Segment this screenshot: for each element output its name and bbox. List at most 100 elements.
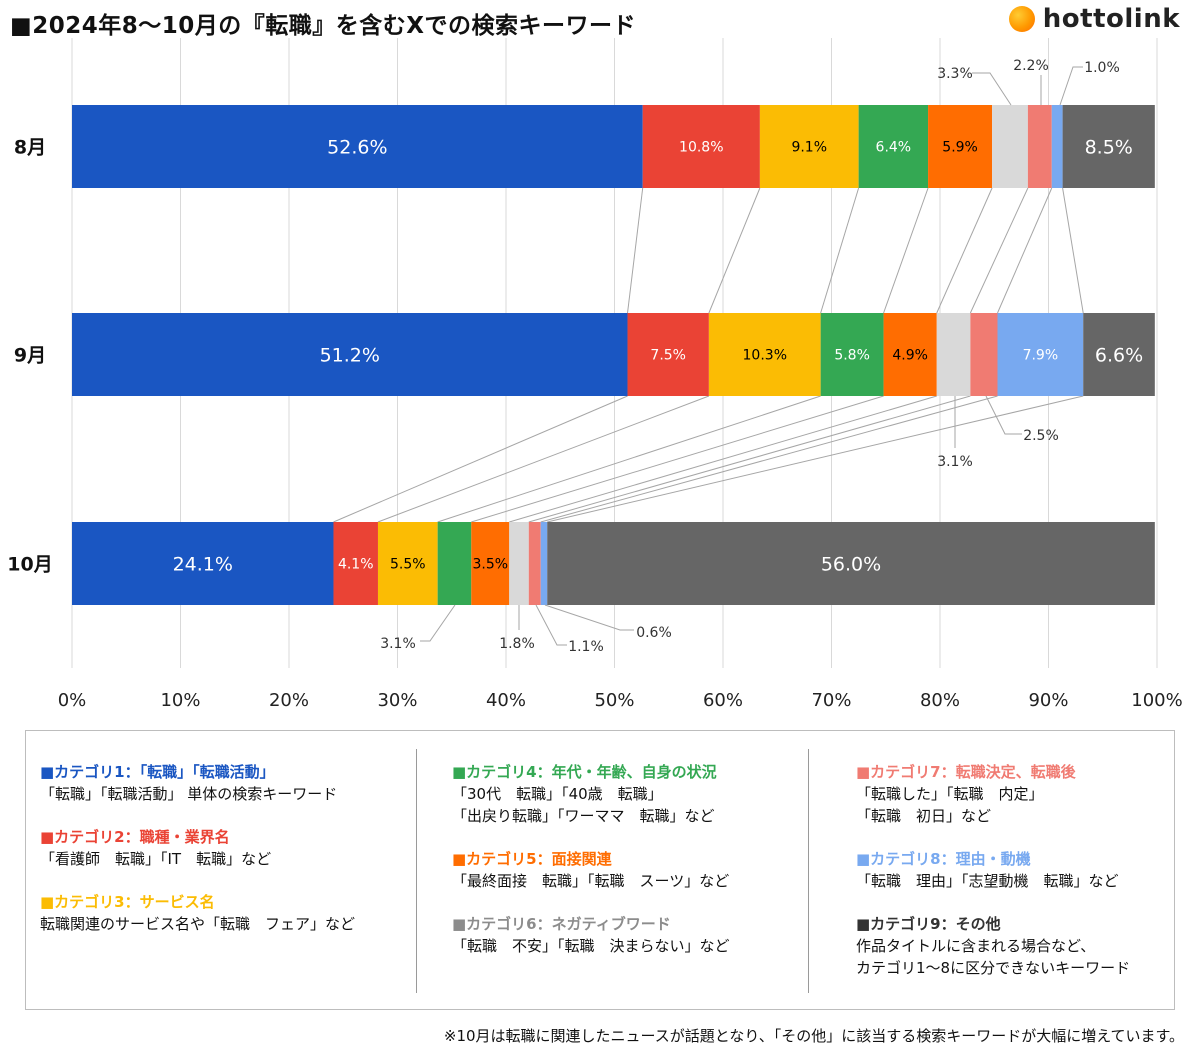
x-tick-label: 70% [811,690,851,711]
data-label: 3.3% [937,66,973,82]
data-label: 6.4% [876,140,912,156]
legend-heading: ■カテゴリ8：理由・動機 [856,850,1031,868]
data-label: 10.3% [743,348,787,364]
label-leader-line [972,72,1012,106]
legend-description: 「転職 不安」「転職 決まらない」など [452,937,730,955]
brand-logo: hottolink [1008,4,1180,34]
data-label: 5.5% [390,557,426,573]
data-label: 1.0% [1084,60,1120,76]
data-label: 5.9% [942,140,978,156]
bar-segment [883,313,937,396]
series-connector-line [333,395,628,523]
data-label: 51.2% [320,345,380,367]
series-connector-line [708,187,761,314]
series-connector-line [936,187,993,314]
x-tick-label: 50% [594,690,634,711]
data-label: 8.5% [1085,137,1133,159]
legend-heading: ■カテゴリ1：「転職」「転職活動」 [40,763,275,781]
legend-item: ■カテゴリ8：理由・動機 「転職 理由」「志望動機 転職」など [856,848,1200,892]
legend-item: ■カテゴリ9：その他 作品タイトルに含まれる場合など、 カテゴリ1〜8に区分できない… [856,913,1200,979]
bar-segment [759,105,859,188]
data-label: 7.9% [1023,348,1059,364]
legend-item: ■カテゴリ6：ネガティブワード 「転職 不安」「転職 決まらない」など [452,913,812,957]
series-connector-line [627,187,644,314]
label-leader-line [420,604,456,642]
data-label: 3.1% [380,636,416,652]
legend-description: 「転職 初日」など [856,807,992,825]
series-connector-line [883,187,929,314]
x-tick-label: 60% [703,690,743,711]
bar-segment [547,522,1155,605]
series-connector-line [540,395,998,523]
series-connector-line [471,395,884,523]
bar-segment [708,313,821,396]
series-connector-line [820,187,860,314]
series-connector-line [969,187,1029,314]
bar-segment [970,313,998,396]
data-label: 52.6% [327,137,387,159]
category-label: 10月 [7,554,52,576]
bar-segment [992,105,1028,188]
data-label: 9.1% [791,140,827,156]
series-connector-line [437,395,821,523]
legend-heading: ■カテゴリ5：面接関連 [452,850,612,868]
bar-segment [471,522,510,605]
series-connector-line [377,395,710,523]
series-connector-line [997,187,1053,314]
bar-segment [1062,105,1155,188]
legend-description: カテゴリ1〜8に区分できないキーワード [856,959,1131,977]
bar-segment [540,522,548,605]
data-label: 6.6% [1095,345,1143,367]
orange-circle-logo-icon [1008,6,1035,32]
data-label: 2.5% [1023,428,1059,444]
data-label: 2.2% [1013,58,1049,74]
legend-description: 「30代 転職」「40歳 転職」 [452,785,663,803]
data-label: 3.5% [472,557,508,573]
legend-item: ■カテゴリ3：サービス名転職関連のサービス名や「転職 フェア」など [40,891,400,935]
series-connector-line [528,395,971,523]
bar-segment [509,522,529,605]
stacked-bar-chart: 0% 10% 20% 30% 40% 50% 60% 70% 80% 90% 100% 8月 9月 10月… [7,38,1183,711]
legend-description: 「出戻り転職」「ワーママ 転職」など [452,807,715,825]
bar-segment [72,313,628,396]
label-leader-line [544,604,634,631]
legend-heading: ■カテゴリ2：職種・業界名 [40,828,230,846]
legend-divider [416,749,417,993]
bar-segment [627,313,709,396]
series-connector-line [509,395,937,523]
bar-segment [377,522,438,605]
bar-segment [928,105,993,188]
footnote: ※10月は転職に関連したニュースが話題となり、「その他」に該当する検索キーワード… [443,1027,1184,1045]
legend-divider [808,749,809,993]
data-label: 0.6% [636,625,672,641]
data-label: 4.1% [338,557,374,573]
legend-heading: ■カテゴリ7：転職決定、転職後 [856,763,1076,781]
data-label: 1.1% [568,639,604,655]
page-title: ■2024年8〜10月の『転職』を含むXでの検索キーワード [10,13,636,39]
legend-item: ■カテゴリ5：面接関連 「最終面接 転職」「転職 スーツ」など [452,848,812,892]
data-label: 7.5% [650,348,686,364]
legend-heading: ■カテゴリ4：年代・年齢、自身の状況 [452,763,717,781]
series-connector-line [547,395,1084,523]
bar-segment [528,522,541,605]
x-tick-label: 0% [58,690,87,711]
x-tick-label: 20% [269,690,309,711]
series-connector-line [1062,187,1084,314]
legend-heading: ■カテゴリ3：サービス名 [40,893,215,911]
data-label: 24.1% [173,554,233,576]
category-label: 9月 [14,345,46,367]
data-label: 4.9% [892,348,928,364]
bar-segment [72,522,334,605]
bar-segment [1083,313,1155,396]
legend-item: ■カテゴリ2：職種・業界名 「看護師 転職」「IT 転職」など [40,826,400,870]
bar-segment [1027,105,1052,188]
data-label: 56.0% [821,554,881,576]
legend-description: 転職関連のサービス名や「転職 フェア」など [40,915,356,933]
legend-item: ■カテゴリ7：転職決定、転職後 「転職した」「転職 内定」 「転職 初日」など [856,761,1200,827]
bar-segment [333,522,378,605]
brand-name: hottolink [1042,4,1180,34]
label-leader-line [985,395,1022,435]
bar-segment [858,105,929,188]
data-label: 5.8% [834,348,870,364]
category-label: 8月 [14,137,46,159]
